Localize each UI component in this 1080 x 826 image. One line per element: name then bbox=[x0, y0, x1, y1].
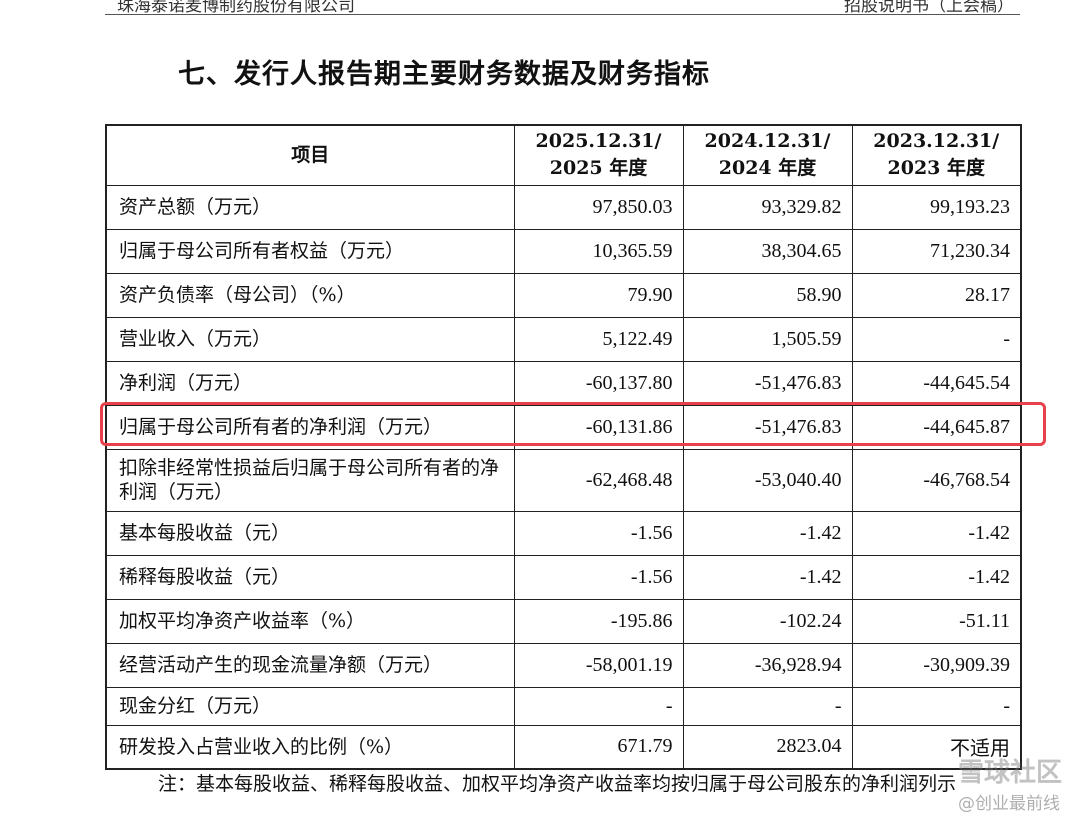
col-header-2023-line2: 2023 年度 bbox=[887, 157, 986, 180]
header-divider bbox=[105, 14, 1020, 15]
value-2023: -51.11 bbox=[851, 598, 1022, 644]
value-2024: -53,040.40 bbox=[682, 448, 853, 512]
value-2024: 2823.04 bbox=[682, 724, 853, 770]
value-2025: -1.56 bbox=[513, 510, 684, 556]
highlight-box bbox=[100, 402, 1046, 446]
row-label: 经营活动产生的现金流量净额（万元） bbox=[105, 642, 515, 688]
table-row: 资产总额（万元） 97,850.03 93,329.82 99,193.23 bbox=[105, 184, 1022, 230]
row-label: 研发投入占营业收入的比例（%） bbox=[105, 724, 515, 770]
row-label: 现金分红（万元） bbox=[105, 686, 515, 726]
value-2023: -30,909.39 bbox=[851, 642, 1022, 688]
col-header-2024: 2024.12.31/ 2024 年度 bbox=[682, 124, 853, 186]
value-2024: -102.24 bbox=[682, 598, 853, 644]
col-header-item: 项目 bbox=[105, 124, 515, 186]
table-row: 经营活动产生的现金流量净额（万元） -58,001.19 -36,928.94 … bbox=[105, 642, 1022, 688]
value-2023: -46,768.54 bbox=[851, 448, 1022, 512]
col-header-2025: 2025.12.31/ 2025 年度 bbox=[513, 124, 684, 186]
table-row-highlighted: 归属于母公司所有者的净利润（万元） -60,131.86 -51,476.83 … bbox=[105, 404, 1022, 450]
value-2023: -1.42 bbox=[851, 554, 1022, 600]
row-label: 资产负债率（母公司）（%） bbox=[105, 272, 515, 318]
value-2025: -1.56 bbox=[513, 554, 684, 600]
value-2025: 5,122.49 bbox=[513, 316, 684, 362]
table-row: 稀释每股收益（元） -1.56 -1.42 -1.42 bbox=[105, 554, 1022, 600]
watermark-account: @创业最前线 bbox=[958, 794, 1060, 814]
value-2025: 97,850.03 bbox=[513, 184, 684, 230]
value-2023: 71,230.34 bbox=[851, 228, 1022, 274]
value-2024: -36,928.94 bbox=[682, 642, 853, 688]
value-2025: -62,468.48 bbox=[513, 448, 684, 512]
table-row: 净利润（万元） -60,137.80 -51,476.83 -44,645.54 bbox=[105, 360, 1022, 406]
col-header-2023-line1: 2023.12.31/ bbox=[873, 130, 1000, 153]
value-2023: 99,193.23 bbox=[851, 184, 1022, 230]
value-2023: 28.17 bbox=[851, 272, 1022, 318]
value-2024: - bbox=[682, 686, 853, 726]
row-label: 扣除非经常性损益后归属于母公司所有者的净利润（万元） bbox=[105, 448, 515, 512]
row-label: 净利润（万元） bbox=[105, 360, 515, 406]
value-2024: 38,304.65 bbox=[682, 228, 853, 274]
value-2024: -1.42 bbox=[682, 510, 853, 556]
section-title: 七、发行人报告期主要财务数据及财务指标 bbox=[178, 59, 710, 90]
row-label: 稀释每股收益（元） bbox=[105, 554, 515, 600]
table-row: 研发投入占营业收入的比例（%） 671.79 2823.04 不适用 bbox=[105, 724, 1022, 770]
value-2025: -195.86 bbox=[513, 598, 684, 644]
row-label: 基本每股收益（元） bbox=[105, 510, 515, 556]
table-row: 现金分红（万元） - - - bbox=[105, 686, 1022, 726]
col-header-2024-line2: 2024 年度 bbox=[718, 157, 817, 180]
watermark-logo-text: 雪球社区 bbox=[957, 758, 1062, 788]
col-header-2023: 2023.12.31/ 2023 年度 bbox=[851, 124, 1022, 186]
col-header-2024-line1: 2024.12.31/ bbox=[704, 130, 831, 153]
table-row: 基本每股收益（元） -1.56 -1.42 -1.42 bbox=[105, 510, 1022, 556]
row-label: 加权平均净资产收益率（%） bbox=[105, 598, 515, 644]
header-company: 珠海泰诺麦博制药股份有限公司 bbox=[117, 0, 355, 16]
row-label: 营业收入（万元） bbox=[105, 316, 515, 362]
table-header-row: 项目 2025.12.31/ 2025 年度 2024.12.31/ 2024 … bbox=[105, 124, 1022, 186]
col-header-2025-line2: 2025 年度 bbox=[549, 157, 648, 180]
row-label: 归属于母公司所有者的净利润（万元） bbox=[105, 404, 515, 450]
value-2025: -58,001.19 bbox=[513, 642, 684, 688]
table-row: 资产负债率（母公司）（%） 79.90 58.90 28.17 bbox=[105, 272, 1022, 318]
row-label: 归属于母公司所有者权益（万元） bbox=[105, 228, 515, 274]
value-2024: 93,329.82 bbox=[682, 184, 853, 230]
value-2024: -51,476.83 bbox=[682, 404, 853, 450]
value-2024: 1,505.59 bbox=[682, 316, 853, 362]
table-row: 加权平均净资产收益率（%） -195.86 -102.24 -51.11 bbox=[105, 598, 1022, 644]
value-2023: - bbox=[851, 316, 1022, 362]
value-2025: -60,137.80 bbox=[513, 360, 684, 406]
value-2023: -44,645.54 bbox=[851, 360, 1022, 406]
table-row: 营业收入（万元） 5,122.49 1,505.59 - bbox=[105, 316, 1022, 362]
value-2025: - bbox=[513, 686, 684, 726]
value-2023: - bbox=[851, 686, 1022, 726]
header-doc-type: 招股说明书（上会稿） bbox=[844, 0, 1014, 16]
value-2024: -51,476.83 bbox=[682, 360, 853, 406]
value-2024: 58.90 bbox=[682, 272, 853, 318]
table-row: 扣除非经常性损益后归属于母公司所有者的净利润（万元） -62,468.48 -5… bbox=[105, 448, 1022, 512]
value-2023: 不适用 bbox=[851, 724, 1022, 770]
value-2025: 671.79 bbox=[513, 724, 684, 770]
value-2025: 79.90 bbox=[513, 272, 684, 318]
table-footnote: 注：基本每股收益、稀释每股收益、加权平均净资产收益率均按归属于母公司股东的净利润… bbox=[158, 773, 957, 795]
row-label: 资产总额（万元） bbox=[105, 184, 515, 230]
value-2023: -1.42 bbox=[851, 510, 1022, 556]
value-2025: 10,365.59 bbox=[513, 228, 684, 274]
financial-table: 项目 2025.12.31/ 2025 年度 2024.12.31/ 2024 … bbox=[105, 124, 1022, 770]
table-row: 归属于母公司所有者权益（万元） 10,365.59 38,304.65 71,2… bbox=[105, 228, 1022, 274]
col-header-2025-line1: 2025.12.31/ bbox=[535, 130, 662, 153]
value-2023: -44,645.87 bbox=[851, 404, 1022, 450]
value-2024: -1.42 bbox=[682, 554, 853, 600]
